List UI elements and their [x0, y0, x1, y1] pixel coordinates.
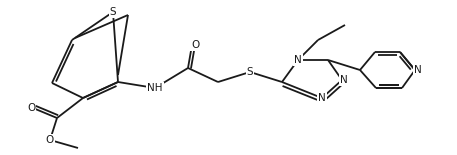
Text: NH: NH — [147, 83, 163, 93]
Text: S: S — [247, 67, 253, 77]
Text: N: N — [294, 55, 302, 65]
Text: N: N — [340, 75, 348, 85]
Text: N: N — [318, 93, 326, 103]
Text: N: N — [414, 65, 422, 75]
Text: O: O — [191, 40, 199, 50]
Text: O: O — [27, 103, 35, 113]
Text: S: S — [110, 7, 117, 17]
Text: O: O — [46, 135, 54, 145]
